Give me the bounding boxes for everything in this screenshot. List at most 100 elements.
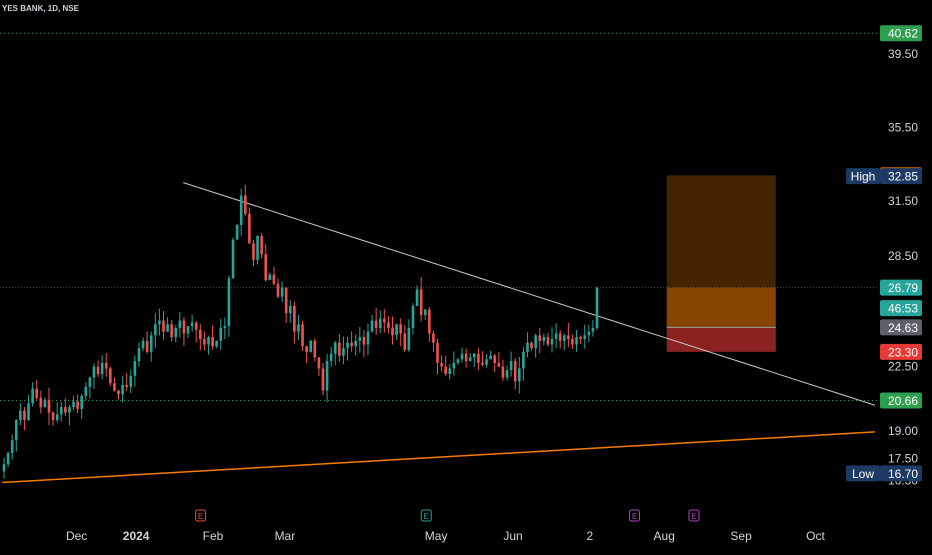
candle bbox=[10, 434, 14, 460]
candle bbox=[554, 323, 558, 349]
candle bbox=[72, 395, 75, 411]
svg-text:20.66: 20.66 bbox=[888, 394, 918, 408]
stop-zone bbox=[666, 327, 776, 352]
candle bbox=[587, 324, 591, 343]
candle bbox=[162, 310, 165, 340]
candle bbox=[39, 390, 43, 414]
candle bbox=[2, 457, 6, 479]
time-axis: Dec 2024 Feb Mar May Jun 2 Aug Sep Oct bbox=[66, 529, 826, 543]
candle bbox=[538, 327, 542, 354]
candle bbox=[145, 331, 149, 354]
candle bbox=[88, 376, 92, 399]
candle bbox=[272, 266, 276, 285]
candle bbox=[268, 272, 272, 281]
price-tick-label: 17.50 bbox=[888, 452, 918, 466]
candle bbox=[113, 377, 116, 392]
candle bbox=[6, 451, 10, 468]
candle bbox=[456, 358, 460, 366]
candle bbox=[227, 275, 231, 337]
candle bbox=[14, 418, 18, 452]
horizontal-levels bbox=[0, 32, 878, 401]
candle bbox=[211, 325, 214, 350]
earnings-event-icon[interactable]: E bbox=[420, 509, 432, 522]
candle bbox=[562, 333, 566, 350]
candle bbox=[428, 307, 431, 342]
candle bbox=[100, 355, 104, 380]
candle bbox=[513, 358, 517, 390]
candle bbox=[423, 309, 427, 321]
candle bbox=[473, 352, 476, 367]
candle bbox=[129, 370, 133, 394]
candle bbox=[558, 329, 562, 349]
candle bbox=[358, 327, 362, 353]
candle bbox=[546, 333, 550, 347]
candle bbox=[338, 334, 341, 362]
earnings-event-icon[interactable]: E bbox=[688, 509, 700, 522]
candle bbox=[305, 345, 308, 364]
earnings-event-icon[interactable]: E bbox=[195, 509, 207, 522]
candle bbox=[403, 324, 407, 353]
candle bbox=[96, 360, 100, 378]
candle bbox=[239, 188, 243, 236]
candle bbox=[174, 325, 178, 343]
trendline-up[interactable] bbox=[2, 431, 876, 484]
candle bbox=[464, 348, 468, 368]
candle bbox=[35, 380, 39, 400]
candle bbox=[190, 314, 194, 332]
candle bbox=[321, 362, 325, 396]
price-badge: 24.63 bbox=[880, 319, 922, 336]
candle bbox=[104, 353, 108, 377]
trendline-down[interactable] bbox=[183, 182, 876, 406]
candle bbox=[346, 336, 349, 361]
candle bbox=[354, 334, 358, 356]
candle bbox=[313, 338, 317, 362]
svg-text:46:53: 46:53 bbox=[888, 302, 918, 316]
candle bbox=[374, 308, 378, 336]
candle bbox=[252, 239, 255, 267]
candle bbox=[47, 387, 51, 426]
time-tick-label: Aug bbox=[654, 529, 675, 543]
price-tick-label: 28.50 bbox=[888, 249, 918, 263]
svg-text:E: E bbox=[632, 512, 637, 521]
candle bbox=[460, 347, 464, 363]
candle bbox=[391, 316, 394, 345]
earnings-event-icon[interactable]: E bbox=[628, 509, 640, 522]
candle bbox=[288, 300, 292, 323]
svg-text:E: E bbox=[424, 512, 429, 521]
svg-text:E: E bbox=[691, 512, 696, 521]
candle bbox=[526, 332, 529, 358]
candle bbox=[125, 372, 128, 392]
candle bbox=[383, 309, 386, 333]
time-tick-label: Oct bbox=[806, 529, 825, 543]
candle bbox=[276, 278, 280, 299]
candle bbox=[444, 355, 447, 377]
svg-text:E: E bbox=[198, 512, 203, 521]
candle bbox=[64, 398, 67, 417]
time-tick-label: Feb bbox=[203, 529, 224, 543]
candle bbox=[68, 404, 71, 426]
candle bbox=[248, 207, 251, 244]
time-tick-label: Sep bbox=[730, 529, 752, 543]
svg-text:High: High bbox=[851, 170, 876, 184]
price-badge: 26.79 bbox=[880, 279, 922, 296]
candle bbox=[215, 340, 218, 349]
candle bbox=[509, 351, 513, 377]
candle bbox=[23, 407, 26, 431]
candle bbox=[182, 317, 186, 346]
candle bbox=[55, 402, 59, 423]
candle bbox=[280, 281, 284, 303]
svg-text:26.79: 26.79 bbox=[888, 281, 918, 295]
candle bbox=[301, 320, 304, 351]
candle bbox=[178, 311, 182, 338]
candle bbox=[80, 394, 84, 419]
candle bbox=[43, 397, 47, 408]
candle bbox=[141, 337, 145, 352]
price-badge: 23.30 bbox=[880, 343, 922, 360]
position-tool bbox=[666, 175, 776, 352]
time-tick-label: 2 bbox=[587, 529, 594, 543]
candle bbox=[158, 308, 161, 336]
candle bbox=[317, 357, 321, 377]
